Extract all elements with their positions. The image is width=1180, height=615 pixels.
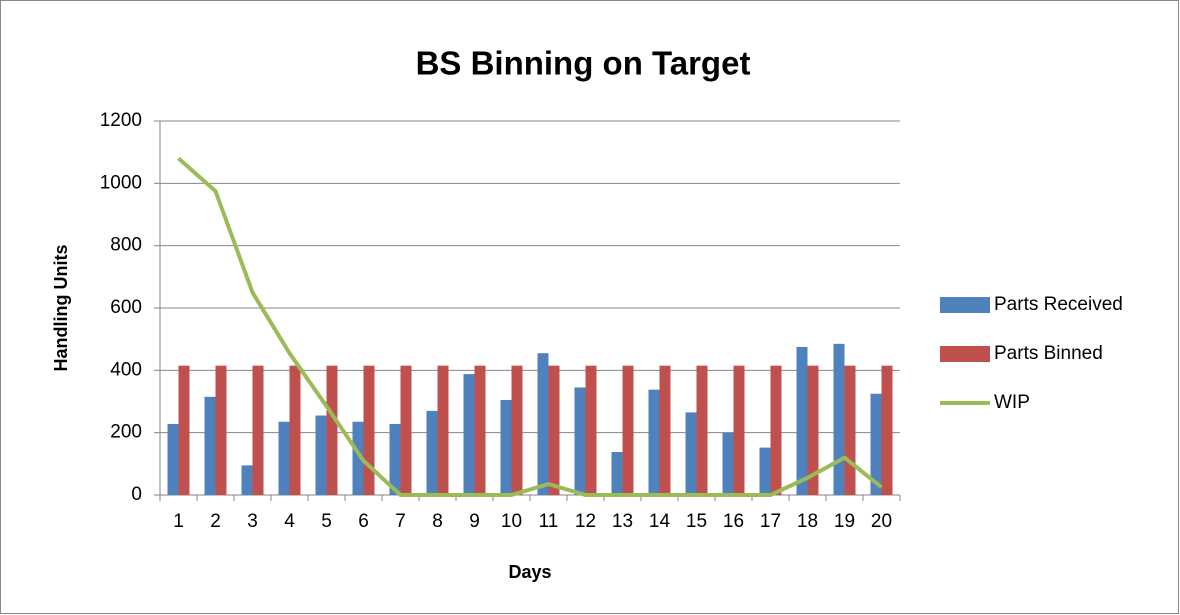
bar	[167, 423, 179, 495]
bar	[548, 365, 560, 495]
bar	[204, 396, 216, 495]
x-tick-label: 13	[612, 511, 633, 532]
x-tick-label: 11	[539, 511, 559, 532]
x-tick-label: 2	[210, 511, 221, 532]
x-tick-label: 19	[834, 511, 855, 532]
bar	[870, 393, 882, 495]
bar	[574, 387, 586, 495]
x-tick-label: 6	[358, 511, 369, 532]
bar	[622, 365, 634, 495]
bar	[278, 421, 290, 495]
x-tick-label: 9	[469, 511, 480, 532]
bar	[437, 365, 449, 495]
x-tick-label: 14	[649, 511, 671, 532]
y-tick-label: 0	[131, 484, 142, 505]
bar	[352, 421, 364, 495]
bar	[241, 465, 253, 495]
x-axis-label: Days	[508, 562, 551, 582]
bar	[759, 447, 771, 495]
chart-title: BS Binning on Target	[416, 45, 751, 82]
x-tick-label: 16	[723, 511, 744, 532]
legend-label: WIP	[994, 392, 1030, 413]
x-tick-label: 5	[321, 511, 332, 532]
y-axis-label: Handling Units	[51, 245, 71, 372]
bar	[426, 410, 438, 495]
y-tick-label: 1000	[100, 172, 142, 193]
bar	[833, 343, 845, 495]
bar	[611, 451, 623, 495]
bar	[537, 353, 549, 495]
x-tick-label: 15	[686, 511, 707, 532]
bar	[252, 365, 264, 495]
x-tick-label: 8	[432, 511, 443, 532]
bar	[178, 365, 190, 495]
bar	[659, 365, 671, 495]
bar	[474, 365, 486, 495]
bar	[685, 412, 697, 495]
line	[177, 156, 883, 497]
y-tick-label: 200	[110, 422, 142, 443]
bar	[500, 399, 512, 495]
legend-swatch	[940, 346, 990, 362]
x-tick-label: 4	[284, 511, 295, 532]
bar	[844, 365, 856, 495]
legend-label: Parts Binned	[994, 343, 1103, 364]
bar	[585, 365, 597, 495]
bar	[770, 365, 782, 495]
y-tick-label: 400	[110, 359, 142, 380]
bar	[326, 365, 338, 495]
bar	[315, 415, 327, 495]
bar	[511, 365, 523, 495]
legend-label: Parts Received	[994, 294, 1123, 315]
bar	[215, 365, 227, 495]
x-tick-label: 3	[247, 511, 258, 532]
y-tick-label: 800	[110, 235, 142, 256]
bar	[389, 423, 401, 495]
x-tick-label: 18	[797, 511, 818, 532]
bar	[722, 432, 734, 495]
bar	[807, 365, 819, 495]
bar	[648, 389, 660, 495]
bar	[400, 365, 412, 495]
x-tick-label: 7	[395, 511, 406, 532]
x-tick-label: 10	[501, 511, 522, 532]
y-tick-label: 1200	[100, 110, 142, 131]
x-tick-label: 12	[575, 511, 596, 532]
bar	[881, 365, 893, 495]
bar	[363, 365, 375, 495]
x-tick-label: 1	[173, 511, 184, 532]
bar	[463, 374, 475, 495]
bar	[733, 365, 745, 495]
y-tick-label: 600	[110, 297, 142, 318]
bar	[696, 365, 708, 495]
bar	[796, 346, 808, 495]
x-tick-label: 17	[760, 511, 781, 532]
bar	[289, 365, 301, 495]
legend-swatch	[940, 297, 990, 313]
x-tick-label: 20	[871, 511, 892, 532]
